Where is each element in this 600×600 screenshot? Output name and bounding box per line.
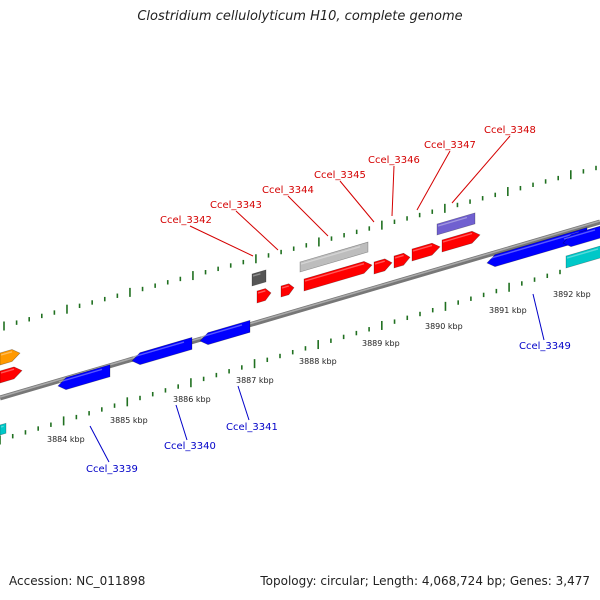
gene-label-ccel-3347[interactable]: Ccel_3347 (424, 140, 476, 151)
gene-ccel-3339-shine (58, 368, 103, 383)
callout-ccel-3343 (235, 210, 279, 251)
gene-ccel-3345-shine (300, 246, 361, 265)
gene-label-ccel-3344[interactable]: Ccel_3344 (262, 185, 314, 196)
gene-ccel-3347a (393, 252, 411, 269)
gene-label-ccel-3345[interactable]: Ccel_3345 (314, 170, 366, 181)
gene-cyan-shine (566, 248, 599, 259)
gene-ccel-3349-shine (487, 231, 580, 260)
scale-label: 3887 kbp (236, 376, 274, 385)
gene-label-ccel-3342[interactable]: Ccel_3342 (160, 215, 212, 226)
gene-label-ccel-3343[interactable]: Ccel_3343 (210, 200, 262, 211)
scale-label: 3889 kbp (362, 339, 400, 348)
gene-purple-shine (437, 216, 468, 227)
callout-ccel-3341 (237, 385, 250, 421)
gene-ccel-3343 (280, 283, 295, 298)
callout-ccel-3348 (451, 135, 511, 204)
gene-ccel-3343-shine (281, 285, 289, 289)
gene-label-ccel-3346[interactable]: Ccel_3346 (368, 155, 420, 166)
callout-ccel-3345 (339, 180, 375, 223)
callout-ccel-3344 (287, 195, 329, 237)
scale-label: 3884 kbp (47, 435, 85, 444)
gene-purple (436, 212, 476, 236)
scale-label: 3892 kbp (553, 290, 591, 299)
gene-ccel-3339 (57, 364, 111, 390)
gene-ccel-3344 (303, 261, 373, 292)
map-title: Clostridium cellulolyticum H10, complete… (137, 9, 463, 24)
gene-ccel-3342 (256, 288, 272, 304)
scale-label: 3888 kbp (299, 357, 337, 366)
callout-ccel-3347 (416, 150, 451, 211)
gene-red-left-shine (0, 368, 15, 374)
gene-callouts (89, 135, 545, 463)
callout-ccel-3342 (189, 225, 254, 257)
gene-label-ccel-3339[interactable]: Ccel_3339 (86, 464, 138, 475)
gene-cyan (565, 245, 600, 269)
gene-labels: Ccel_3342 Ccel_3343 Ccel_3344 Ccel_3345 … (47, 125, 591, 475)
scale-label: 3886 kbp (173, 395, 211, 404)
scale-label: 3890 kbp (425, 322, 463, 331)
callout-ccel-3340 (175, 404, 188, 441)
gene-ccel-3347 (411, 242, 441, 262)
gene-ccel-3348-shine (442, 232, 473, 243)
callout-ccel-3346 (391, 165, 395, 217)
gene-label-ccel-3340[interactable]: Ccel_3340 (164, 441, 216, 452)
gene-label-ccel-3349[interactable]: Ccel_3349 (519, 341, 571, 352)
gene-dark (251, 269, 267, 287)
gene-label-ccel-3341[interactable]: Ccel_3341 (226, 422, 278, 433)
gene-ccel-3340-shine (132, 341, 185, 358)
gene-ccel-3342-shine (257, 290, 266, 294)
callout-ccel-3339 (89, 425, 110, 463)
gene-blue-right (562, 225, 600, 247)
gene-orange (0, 349, 21, 366)
gene-ccel-3341 (199, 319, 251, 345)
scale-label: 3891 kbp (489, 306, 527, 315)
gene-cyan-left (0, 422, 7, 436)
gene-ccel-3346 (373, 258, 393, 275)
gene-features (0, 212, 600, 436)
gene-ccel-3346-shine (374, 260, 385, 265)
genome-backbone-highlight (0, 220, 600, 398)
gene-ccel-3340 (131, 336, 193, 365)
gene-orange-shine (0, 351, 13, 356)
gene-label-ccel-3348[interactable]: Ccel_3348 (484, 125, 536, 136)
lower-tick-row (0, 269, 561, 445)
gene-ccel-3347-shine (412, 244, 433, 252)
gene-ccel-3344-shine (304, 263, 365, 282)
gene-ccel-3348 (441, 230, 481, 253)
upper-tick-row (3, 165, 597, 331)
gene-ccel-3345 (299, 241, 369, 273)
gene-dark-shine (252, 273, 261, 277)
callout-ccel-3349 (532, 293, 545, 341)
gene-blue-right-shine (563, 229, 596, 240)
scale-label: 3885 kbp (110, 416, 148, 425)
gene-cyan-left-shine (0, 425, 4, 428)
genome-summary-text: Topology: circular; Length: 4,068,724 bp… (260, 574, 590, 588)
gene-ccel-3347a-shine (394, 254, 404, 259)
gene-ccel-3341-shine (200, 324, 243, 338)
accession-text: Accession: NC_011898 (9, 574, 146, 588)
gene-red-left (0, 366, 23, 384)
